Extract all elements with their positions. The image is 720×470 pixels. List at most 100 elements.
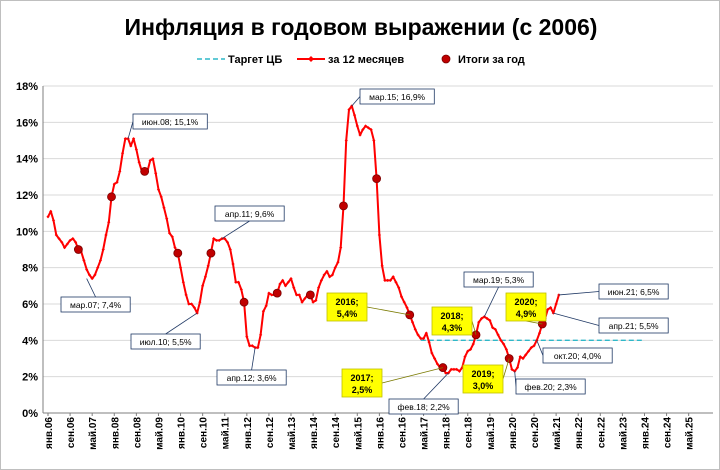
point-callout: фев.20; 2,3% bbox=[514, 371, 586, 395]
monthly-point bbox=[90, 276, 94, 281]
monthly-point bbox=[167, 231, 172, 235]
monthly-point bbox=[96, 266, 100, 270]
x-tick-label: янв.16 bbox=[375, 417, 386, 449]
monthly-point bbox=[491, 326, 495, 330]
monthly-point bbox=[162, 206, 166, 210]
monthly-point bbox=[361, 128, 365, 132]
point-callout: июн.08; 15,1% bbox=[127, 113, 208, 139]
monthly-point bbox=[518, 355, 522, 359]
monthly-point bbox=[413, 327, 417, 332]
monthly-point bbox=[363, 124, 368, 128]
monthly-point bbox=[405, 306, 409, 310]
x-tick-label: янв.22 bbox=[574, 417, 585, 449]
callout-label: июл.10; 5,5% bbox=[140, 337, 192, 347]
monthly-point bbox=[355, 124, 359, 128]
monthly-point bbox=[322, 273, 326, 277]
monthly-point bbox=[399, 295, 404, 299]
monthly-point bbox=[493, 327, 497, 332]
monthly-point bbox=[134, 147, 138, 152]
monthly-point bbox=[294, 293, 299, 297]
monthly-point bbox=[504, 347, 509, 352]
monthly-point bbox=[71, 237, 75, 241]
monthly-point bbox=[165, 217, 169, 221]
monthly-point bbox=[259, 333, 263, 337]
point-callout: фев.18; 2,2% bbox=[388, 372, 459, 415]
monthly-point bbox=[49, 209, 53, 213]
callout-leader bbox=[221, 220, 250, 239]
monthly-point bbox=[217, 238, 221, 243]
callout-label: апр.12; 3,6% bbox=[227, 373, 277, 383]
y-tick-label: 18% bbox=[16, 81, 38, 93]
y-tick-label: 10% bbox=[16, 226, 38, 238]
x-tick-label: май.23 bbox=[618, 417, 629, 450]
year-end-layer bbox=[73, 166, 547, 372]
callout-leader bbox=[471, 320, 477, 335]
monthly-point bbox=[264, 304, 268, 308]
year-end-point bbox=[339, 201, 348, 211]
monthly-point bbox=[212, 237, 216, 241]
y-tick-label: 0% bbox=[22, 408, 38, 420]
monthly-point bbox=[554, 302, 558, 306]
monthly-point bbox=[98, 258, 103, 262]
y-tick-label: 12% bbox=[16, 190, 38, 202]
monthly-point bbox=[250, 344, 254, 348]
monthly-point bbox=[463, 355, 467, 359]
callout-layer: июн.08; 15,1% мар.07; 7,4% июл.10; 5,5% апр… bbox=[60, 88, 669, 415]
year-callout: 2020; 4,9% bbox=[505, 292, 547, 325]
monthly-point bbox=[529, 346, 533, 350]
monthly-point bbox=[203, 275, 208, 279]
monthly-point bbox=[502, 342, 506, 346]
monthly-point bbox=[416, 333, 420, 337]
monthly-point bbox=[325, 269, 329, 273]
callout-label: мар.07; 7,4% bbox=[70, 300, 122, 310]
monthly-point bbox=[104, 233, 108, 237]
x-tick-label: янв.06 bbox=[44, 417, 55, 449]
monthly-point bbox=[377, 233, 381, 237]
monthly-point bbox=[488, 318, 492, 322]
x-tick-label: май.17 bbox=[420, 417, 431, 450]
monthly-point bbox=[336, 260, 340, 264]
monthly-point bbox=[419, 336, 423, 341]
year-end-point bbox=[305, 290, 315, 300]
monthly-point bbox=[477, 320, 481, 324]
monthly-point bbox=[339, 246, 343, 250]
monthly-point bbox=[198, 300, 202, 304]
monthly-point bbox=[510, 367, 514, 371]
callout-label: 2017; 2,5% bbox=[350, 373, 373, 395]
x-tick-label: май.21 bbox=[552, 417, 563, 450]
monthly-point bbox=[101, 247, 105, 252]
monthly-point bbox=[278, 282, 282, 286]
monthly-point bbox=[410, 320, 415, 324]
x-tick-label: янв.24 bbox=[640, 417, 651, 449]
callout-leader bbox=[558, 291, 600, 296]
monthly-point bbox=[214, 238, 219, 243]
callout-box bbox=[462, 364, 504, 394]
callout-box bbox=[130, 333, 201, 350]
monthly-point bbox=[245, 335, 249, 339]
monthly-point bbox=[358, 133, 362, 137]
monthly-point bbox=[532, 344, 536, 348]
callout-leader bbox=[502, 358, 510, 380]
monthly-point bbox=[51, 218, 56, 223]
monthly-point bbox=[206, 264, 210, 268]
callout-box bbox=[505, 292, 547, 322]
legend-year-label: Итоги за год bbox=[458, 54, 525, 66]
monthly-point bbox=[192, 306, 196, 310]
monthly-point bbox=[388, 278, 393, 282]
monthly-point bbox=[485, 316, 489, 321]
monthly-point bbox=[189, 302, 194, 306]
monthly-point bbox=[524, 353, 528, 357]
year-end-point bbox=[173, 248, 183, 258]
callout-box bbox=[326, 292, 368, 322]
monthly-point bbox=[537, 331, 542, 335]
legend-monthly-label: за 12 месяцев bbox=[328, 54, 404, 66]
legend-target-label: Таргет ЦБ bbox=[228, 54, 282, 66]
callout-leader bbox=[127, 121, 134, 139]
callout-leader bbox=[483, 286, 499, 317]
year-callout: 2017; 2,5% bbox=[341, 367, 443, 398]
monthly-point bbox=[256, 346, 260, 350]
callout-label: июн.21; 6,5% bbox=[608, 287, 660, 297]
monthly-point bbox=[107, 220, 111, 224]
callout-label: мар.15; 16,9% bbox=[369, 92, 425, 102]
